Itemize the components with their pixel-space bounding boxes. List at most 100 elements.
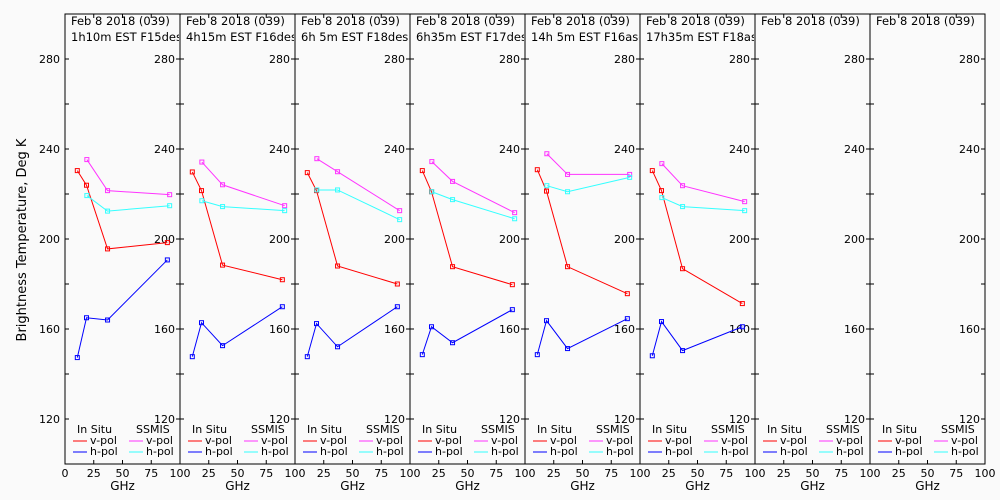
legend-group-insitu: In Situ xyxy=(422,423,457,436)
data-point-ssmis_h xyxy=(512,216,518,222)
series-line-ssmis_h xyxy=(661,197,745,212)
x-axis-label: GHz xyxy=(570,479,595,493)
left-y-tick-label: 160 xyxy=(39,323,60,336)
series-line-insitu_h xyxy=(651,320,743,356)
data-point-ssmis_v xyxy=(397,208,403,214)
x-tick-label: 25 xyxy=(317,467,331,480)
y-tick-label: 120 xyxy=(154,413,175,426)
legend-group-ssmis: SSMIS xyxy=(136,423,170,436)
series-line-insitu_h xyxy=(421,309,513,355)
legend-group-ssmis: SSMIS xyxy=(596,423,630,436)
panel-subtitle: 1h10m EST F15des xyxy=(71,30,182,44)
panel-subtitle: 6h35m EST F17des xyxy=(416,30,527,44)
x-tick-label: 25 xyxy=(547,467,561,480)
x-tick-label: 100 xyxy=(745,467,766,480)
x-tick-label: 25 xyxy=(662,467,676,480)
x-tick-label: 100 xyxy=(860,467,881,480)
series-line-ssmis_h xyxy=(431,191,515,220)
data-point-insitu_v xyxy=(659,188,665,194)
data-point-ssmis_h xyxy=(544,183,550,189)
y-tick-label: 160 xyxy=(844,323,865,336)
data-point-ssmis_v xyxy=(680,183,686,189)
legend-label-insitu_h: h-pol xyxy=(780,445,808,458)
y-tick-label: 200 xyxy=(499,233,520,246)
panel-2: 120 160 200 240 280 25 50 75 100 GHz Feb 8 2018 (0… xyxy=(179,13,306,493)
x-tick-label: 25 xyxy=(777,467,791,480)
x-tick-label: 50 xyxy=(346,467,360,480)
panel-title: Feb 8 2018 (039) xyxy=(301,14,400,28)
data-point-insitu_v xyxy=(534,167,540,173)
series-line-insitu_v xyxy=(421,170,513,286)
data-point-ssmis_v xyxy=(84,157,90,163)
panel-header: Feb 8 2018 (039) 6h 5m EST F18des xyxy=(301,14,408,44)
series-line-ssmis_h xyxy=(546,176,630,193)
y-tick-label: 240 xyxy=(729,143,750,156)
legend-label-insitu_v: v-pol xyxy=(320,434,347,447)
data-point-ssmis_h xyxy=(314,187,320,193)
series-line-insitu_v xyxy=(76,170,168,250)
panel-title: Feb 8 2018 (039) xyxy=(186,14,285,28)
series-line-ssmis_h xyxy=(316,189,400,221)
x-tick-label: 50 xyxy=(576,467,590,480)
data-point-insitu_h xyxy=(189,354,195,360)
data-point-ssmis_v xyxy=(659,161,665,167)
series-line-ssmis_h xyxy=(201,200,285,212)
y-tick-label: 280 xyxy=(154,53,175,66)
y-tick-label: 160 xyxy=(729,323,750,336)
panel-4: 120 160 200 240 280 25 50 75 100 GHz Feb 8 2018 (0… xyxy=(409,13,536,493)
x-axis-label: GHz xyxy=(340,479,365,493)
data-point-ssmis_h xyxy=(84,193,90,199)
y-tick-label: 200 xyxy=(844,233,865,246)
y-tick-label: 160 xyxy=(614,323,635,336)
data-point-insitu_h xyxy=(304,354,310,360)
data-point-ssmis_h xyxy=(742,208,748,214)
x-tick-label: 75 xyxy=(949,467,963,480)
legend-label-ssmis_h: h-pol xyxy=(951,445,979,458)
data-point-insitu_h xyxy=(279,304,285,310)
panel-8: 120 160 200 240 280 25 50 75 100 GHz Feb 8 2018 (0… xyxy=(869,13,996,493)
legend-group-ssmis: SSMIS xyxy=(366,423,400,436)
panel-header: Feb 8 2018 (039) 1h10m EST F15des xyxy=(71,14,182,44)
y-tick-label: 160 xyxy=(959,323,980,336)
legend-group-insitu: In Situ xyxy=(192,423,227,436)
legend-label-ssmis_v: v-pol xyxy=(376,434,403,447)
x-tick-label: 75 xyxy=(489,467,503,480)
legend-label-ssmis_h: h-pol xyxy=(721,445,749,458)
x-tick-label: 100 xyxy=(515,467,536,480)
data-point-insitu_h xyxy=(314,321,320,327)
series-line-insitu_h xyxy=(536,318,628,355)
series-line-ssmis_v xyxy=(86,159,170,196)
data-point-insitu_v xyxy=(199,188,205,194)
legend-label-insitu_h: h-pol xyxy=(550,445,578,458)
panel-5: 120 160 200 240 280 25 50 75 100 GHz Feb 8 2018 (0… xyxy=(524,13,651,493)
left-y-tick-label: 200 xyxy=(39,233,60,246)
panel-title: Feb 8 2018 (039) xyxy=(416,14,515,28)
x-tick-label: 50 xyxy=(806,467,820,480)
y-tick-label: 120 xyxy=(729,413,750,426)
y-tick-label: 200 xyxy=(729,233,750,246)
panel-6: 120 160 200 240 280 25 50 75 100 GHz Feb 8 2018 (0… xyxy=(639,13,766,493)
legend-label-insitu_v: v-pol xyxy=(435,434,462,447)
legend-group-insitu: In Situ xyxy=(537,423,572,436)
x-tick-label: 75 xyxy=(604,467,618,480)
legend-label-ssmis_h: h-pol xyxy=(836,445,864,458)
y-tick-label: 120 xyxy=(384,413,405,426)
panel-subtitle: 6h 5m EST F18des xyxy=(301,30,408,44)
data-point-ssmis_v xyxy=(199,159,205,165)
legend-label-ssmis_v: v-pol xyxy=(721,434,748,447)
y-tick-label: 200 xyxy=(384,233,405,246)
left-y-tick-label: 240 xyxy=(39,143,60,156)
x-tick-label: 50 xyxy=(231,467,245,480)
y-tick-label: 280 xyxy=(269,53,290,66)
legend-label-ssmis_h: h-pol xyxy=(606,445,634,458)
x-tick-label: 100 xyxy=(170,467,191,480)
x-tick-label: 25 xyxy=(202,467,216,480)
y-tick-label: 200 xyxy=(959,233,980,246)
panel-subtitle: 4h15m EST F16des xyxy=(186,30,297,44)
x-axis-label: GHz xyxy=(110,479,135,493)
data-point-insitu_h xyxy=(534,352,540,358)
data-point-ssmis_h xyxy=(659,195,665,201)
